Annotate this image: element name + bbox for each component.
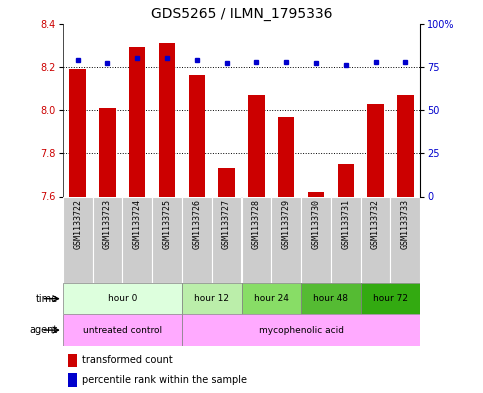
Bar [361,196,390,283]
Bar [218,168,235,196]
Bar [242,196,271,283]
Text: agent: agent [30,325,58,335]
Bar [212,196,242,283]
Bar [182,196,212,283]
Bar [63,196,93,283]
Text: hour 48: hour 48 [313,294,348,303]
Bar [248,95,265,196]
Bar [122,196,152,283]
Text: hour 24: hour 24 [254,294,289,303]
Text: mycophenolic acid: mycophenolic acid [258,326,343,334]
Bar [361,283,420,314]
Text: hour 72: hour 72 [373,294,408,303]
Text: hour 12: hour 12 [194,294,229,303]
Bar [93,196,122,283]
Text: GSM1133724: GSM1133724 [133,199,142,249]
Text: GSM1133728: GSM1133728 [252,199,261,249]
Bar [189,75,205,196]
Text: GSM1133727: GSM1133727 [222,199,231,249]
Text: GSM1133725: GSM1133725 [163,199,171,249]
Text: hour 0: hour 0 [108,294,137,303]
Bar [242,283,301,314]
Bar [152,196,182,283]
Bar [338,164,354,196]
Text: GSM1133723: GSM1133723 [103,199,112,249]
Text: GSM1133722: GSM1133722 [73,199,82,249]
Text: GSM1133730: GSM1133730 [312,199,320,249]
Bar [308,192,324,196]
Bar [68,354,77,367]
Bar [390,196,420,283]
Bar [182,314,420,346]
Bar [68,373,77,387]
Title: GDS5265 / ILMN_1795336: GDS5265 / ILMN_1795336 [151,7,332,21]
Bar [63,314,182,346]
Bar [278,117,294,196]
Bar [99,108,115,196]
Text: transformed count: transformed count [83,355,173,365]
Bar [129,48,145,196]
Bar [301,283,361,314]
Bar [301,196,331,283]
Bar [368,104,384,196]
Bar [63,283,182,314]
Text: GSM1133729: GSM1133729 [282,199,291,249]
Text: percentile rank within the sample: percentile rank within the sample [83,375,247,385]
Text: GSM1133733: GSM1133733 [401,199,410,249]
Bar [182,283,242,314]
Text: GSM1133731: GSM1133731 [341,199,350,249]
Bar [397,95,413,196]
Text: time: time [36,294,58,304]
Bar [271,196,301,283]
Text: GSM1133732: GSM1133732 [371,199,380,249]
Bar [159,43,175,196]
Bar [331,196,361,283]
Text: GSM1133726: GSM1133726 [192,199,201,249]
Bar [70,69,86,196]
Text: untreated control: untreated control [83,326,162,334]
